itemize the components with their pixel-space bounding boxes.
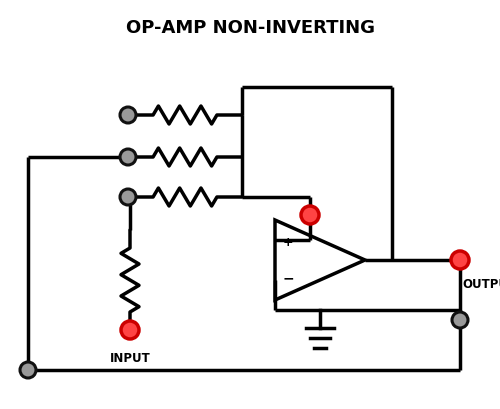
Text: −: − bbox=[283, 271, 294, 285]
Circle shape bbox=[120, 189, 136, 205]
Circle shape bbox=[452, 312, 468, 328]
Text: INPUT: INPUT bbox=[110, 352, 150, 365]
Circle shape bbox=[20, 362, 36, 378]
Circle shape bbox=[120, 107, 136, 123]
Circle shape bbox=[451, 251, 469, 269]
Circle shape bbox=[121, 321, 139, 339]
Text: +: + bbox=[283, 236, 294, 249]
Text: OP-AMP NON-INVERTING: OP-AMP NON-INVERTING bbox=[126, 19, 374, 37]
Circle shape bbox=[120, 149, 136, 165]
Circle shape bbox=[301, 206, 319, 224]
Text: OUTPUT: OUTPUT bbox=[462, 278, 500, 291]
